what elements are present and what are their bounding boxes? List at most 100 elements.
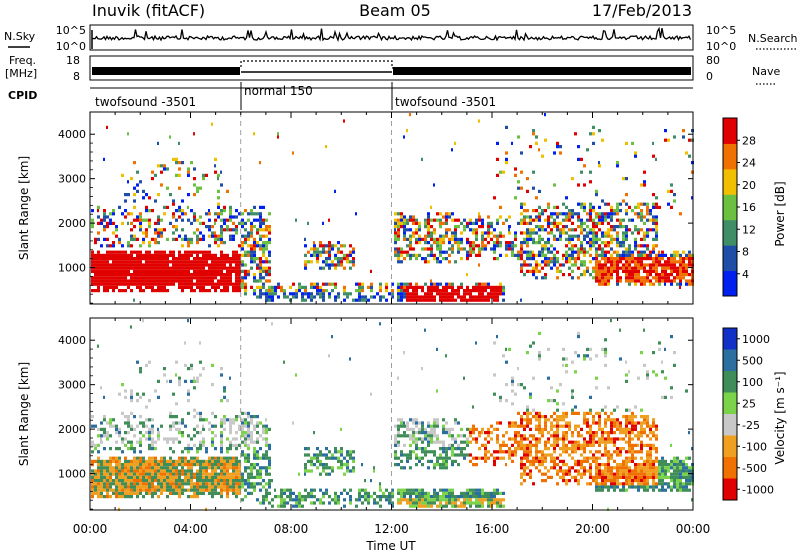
heatmap-cell bbox=[355, 283, 358, 286]
heatmap-cell bbox=[502, 292, 505, 295]
heatmap-cell bbox=[523, 251, 526, 254]
heatmap-cell bbox=[244, 209, 247, 212]
heatmap-cell bbox=[193, 377, 195, 380]
heatmap-cell bbox=[394, 251, 397, 254]
heatmap-cell bbox=[208, 479, 211, 482]
heatmap-cell bbox=[247, 457, 250, 460]
heatmap-cell bbox=[475, 219, 478, 222]
heatmap-cell bbox=[427, 260, 430, 263]
heatmap-cell bbox=[529, 447, 532, 450]
heatmap-cell bbox=[91, 219, 94, 222]
heatmap-cell bbox=[544, 457, 547, 460]
heatmap-cell bbox=[508, 244, 511, 247]
heatmap-cell bbox=[367, 498, 370, 501]
heatmap-cell bbox=[643, 238, 646, 241]
heatmap-cell bbox=[124, 199, 127, 202]
heatmap-cell bbox=[148, 485, 151, 488]
colorbar-tick-label: 16 bbox=[742, 201, 756, 214]
heatmap-cell bbox=[460, 447, 463, 450]
heatmap-cell bbox=[148, 489, 151, 492]
heatmap-cell bbox=[235, 228, 238, 231]
heatmap-cell bbox=[109, 276, 112, 279]
heatmap-cell bbox=[115, 263, 118, 266]
heatmap-cell bbox=[202, 177, 205, 180]
heatmap-cell bbox=[646, 247, 649, 250]
heatmap-cell bbox=[511, 453, 514, 456]
heatmap-cell bbox=[454, 460, 457, 463]
heatmap-cell bbox=[604, 351, 607, 354]
heatmap-cell bbox=[313, 254, 316, 257]
heatmap-cell bbox=[250, 209, 253, 212]
heatmap-cell bbox=[526, 418, 529, 421]
heatmap-cell bbox=[397, 501, 400, 504]
heatmap-cell bbox=[496, 428, 499, 431]
heatmap-cell bbox=[190, 364, 193, 367]
heatmap-cell bbox=[427, 292, 430, 295]
heatmap-cell bbox=[250, 469, 253, 472]
heatmap-cell bbox=[607, 418, 610, 421]
heatmap-cell bbox=[637, 273, 640, 276]
heatmap-cell bbox=[250, 222, 253, 225]
heatmap-cell bbox=[136, 190, 139, 193]
heatmap-cell bbox=[598, 247, 601, 250]
heatmap-cell bbox=[469, 505, 472, 508]
heatmap-cell bbox=[568, 473, 571, 476]
heatmap-cell bbox=[544, 241, 547, 244]
heatmap-cell bbox=[559, 228, 562, 231]
heatmap-cell bbox=[199, 482, 202, 485]
heatmap-cell bbox=[541, 434, 544, 437]
heatmap-cell bbox=[97, 222, 100, 225]
heatmap-cell bbox=[166, 289, 169, 292]
heatmap-cell bbox=[328, 251, 331, 254]
heatmap-cell bbox=[178, 492, 181, 495]
heatmap-cell bbox=[652, 228, 655, 231]
heatmap-cell bbox=[247, 273, 250, 276]
heatmap-cell bbox=[622, 254, 625, 257]
heatmap-cell bbox=[145, 476, 148, 479]
heatmap-cell bbox=[205, 212, 208, 215]
heatmap-cell bbox=[190, 479, 193, 482]
heatmap-cell bbox=[535, 466, 538, 469]
heatmap-cell bbox=[157, 222, 160, 225]
heatmap-cell bbox=[199, 276, 202, 279]
heatmap-cell bbox=[397, 425, 400, 428]
heatmap-cell bbox=[139, 244, 142, 247]
heatmap-cell bbox=[97, 215, 100, 218]
heatmap-cell bbox=[175, 270, 178, 273]
heatmap-cell bbox=[484, 447, 487, 450]
heatmap-cell bbox=[268, 447, 271, 450]
heatmap-cell bbox=[208, 273, 211, 276]
heatmap-cell bbox=[112, 263, 115, 266]
heatmap-cell bbox=[124, 389, 127, 392]
heatmap-cell bbox=[505, 244, 508, 247]
heatmap-cell bbox=[598, 273, 601, 276]
heatmap-cell bbox=[115, 425, 118, 428]
heatmap-cell bbox=[220, 225, 223, 228]
heatmap-cell bbox=[295, 295, 298, 298]
heatmap-cell bbox=[115, 476, 118, 479]
heatmap-cell bbox=[688, 260, 691, 263]
heatmap-cell bbox=[460, 257, 463, 260]
heatmap-cell bbox=[172, 158, 175, 161]
heatmap-cell bbox=[517, 425, 520, 428]
heatmap-cell bbox=[430, 206, 432, 209]
heatmap-cell bbox=[226, 276, 229, 279]
heatmap-cell bbox=[430, 498, 433, 501]
heatmap-cell bbox=[436, 286, 439, 289]
heatmap-cell bbox=[151, 466, 154, 469]
heatmap-cell bbox=[175, 209, 178, 212]
heatmap-cell bbox=[172, 251, 175, 254]
heatmap-cell bbox=[331, 289, 334, 292]
heatmap-cell bbox=[145, 219, 148, 222]
heatmap-cell bbox=[325, 251, 328, 254]
heatmap-cell bbox=[352, 247, 355, 250]
heatmap-cell bbox=[130, 325, 132, 328]
heatmap-cell bbox=[625, 257, 628, 260]
heatmap-cell bbox=[559, 212, 562, 215]
heatmap-cell bbox=[211, 457, 214, 460]
heatmap-cell bbox=[430, 450, 433, 453]
heatmap-cell bbox=[538, 263, 541, 266]
heatmap-cell bbox=[583, 270, 586, 273]
heatmap-cell bbox=[409, 489, 412, 492]
heatmap-cell bbox=[169, 460, 172, 463]
